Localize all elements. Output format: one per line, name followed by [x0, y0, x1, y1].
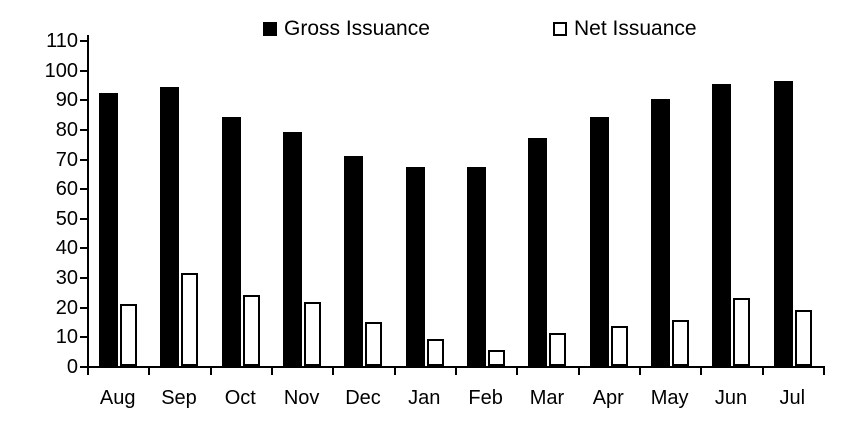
- gross-issuance-swatch-icon: [263, 22, 277, 36]
- gross-issuance-bar: [466, 167, 486, 366]
- y-axis-tick-label: 40: [55, 237, 78, 260]
- x-axis-tick: [638, 368, 641, 375]
- legend-label-gross-issuance: Gross Issuance: [284, 17, 430, 40]
- y-axis-tick: [80, 158, 87, 161]
- x-axis-tick: [761, 368, 764, 375]
- gross-issuance-bar: [160, 87, 180, 366]
- net-issuance-bar: [794, 309, 812, 366]
- x-category-label: Nov: [283, 387, 320, 409]
- x-axis-tick: [393, 368, 396, 375]
- y-axis-tick: [80, 336, 87, 339]
- x-axis-tick: [270, 368, 273, 375]
- gross-issuance-bar: [528, 137, 548, 366]
- x-axis-tick: [822, 368, 825, 375]
- x-axis-tick: [516, 368, 519, 375]
- y-axis-tick: [80, 40, 87, 42]
- y-axis-tick-label: 30: [55, 267, 78, 290]
- gross-issuance-bar: [712, 84, 732, 366]
- net-issuance-bar: [671, 320, 689, 366]
- y-axis-tick-label: 110: [46, 30, 78, 52]
- x-axis-line: [87, 366, 825, 368]
- x-category-label: Sep: [161, 387, 197, 409]
- y-axis-tick-label: 80: [55, 118, 78, 141]
- y-axis-tick-label: 50: [55, 207, 78, 230]
- x-category-label: Oct: [224, 387, 256, 409]
- y-axis-tick: [80, 99, 87, 102]
- gross-issuance-bar: [650, 99, 670, 366]
- net-issuance-bar: [610, 325, 628, 366]
- net-issuance-bar: [120, 303, 137, 366]
- net-issuance-bar: [733, 297, 751, 366]
- legend-item-gross-issuance: Gross Issuance: [263, 16, 430, 42]
- net-issuance-bar: [549, 333, 567, 366]
- legend-label-net-issuance: Net Issuance: [574, 17, 697, 40]
- y-axis-tick: [80, 128, 87, 131]
- y-axis-tick-label: 90: [55, 89, 78, 112]
- y-axis-tick: [80, 306, 87, 309]
- x-axis-tick: [209, 368, 212, 375]
- x-category-label: Aug: [99, 387, 136, 409]
- net-issuance-bar: [181, 272, 199, 366]
- net-issuance-bar: [426, 339, 444, 366]
- y-axis-tick: [80, 366, 87, 368]
- x-category-label: Jun: [714, 387, 748, 409]
- net-issuance-bar: [303, 302, 321, 366]
- x-category-label: May: [650, 387, 689, 409]
- y-axis-tick-label: 100: [44, 59, 78, 82]
- gross-issuance-bar: [221, 117, 241, 366]
- x-category-label: Dec: [345, 387, 381, 409]
- y-axis-tick: [80, 188, 87, 191]
- gross-issuance-bar: [344, 155, 364, 366]
- y-axis-tick-label: 10: [55, 326, 78, 349]
- x-axis-tick: [700, 368, 703, 375]
- x-axis-tick: [454, 368, 457, 375]
- net-issuance-bar: [487, 349, 505, 366]
- net-issuance-bar: [242, 294, 260, 366]
- gross-issuance-bar: [773, 81, 793, 366]
- x-category-label: Jul: [779, 387, 806, 409]
- net-issuance-bar: [365, 321, 383, 366]
- y-axis-tick: [80, 247, 87, 250]
- x-axis-tick: [148, 368, 151, 375]
- x-category-label: Apr: [592, 387, 624, 409]
- y-axis-line: [87, 35, 89, 368]
- y-axis-tick-label: 60: [55, 178, 78, 201]
- x-category-label: Mar: [529, 387, 565, 409]
- y-axis-tick-label: 0: [66, 356, 78, 378]
- x-axis-tick: [87, 368, 89, 375]
- gross-issuance-bar: [99, 93, 118, 366]
- y-axis-tick: [80, 217, 87, 220]
- x-axis-tick: [332, 368, 335, 375]
- gross-issuance-bar: [589, 117, 609, 366]
- legend-item-net-issuance: Net Issuance: [553, 16, 697, 42]
- gross-issuance-bar: [405, 167, 425, 366]
- y-axis-tick-label: 70: [55, 148, 78, 171]
- y-axis-tick: [80, 277, 87, 280]
- x-axis-tick: [577, 368, 580, 375]
- y-axis-tick-label: 20: [55, 296, 78, 319]
- x-category-label: Feb: [468, 387, 503, 409]
- x-category-label: Jan: [408, 387, 441, 409]
- gross-issuance-bar: [282, 131, 302, 366]
- y-axis-tick: [80, 69, 87, 72]
- net-issuance-swatch-icon: [553, 22, 567, 36]
